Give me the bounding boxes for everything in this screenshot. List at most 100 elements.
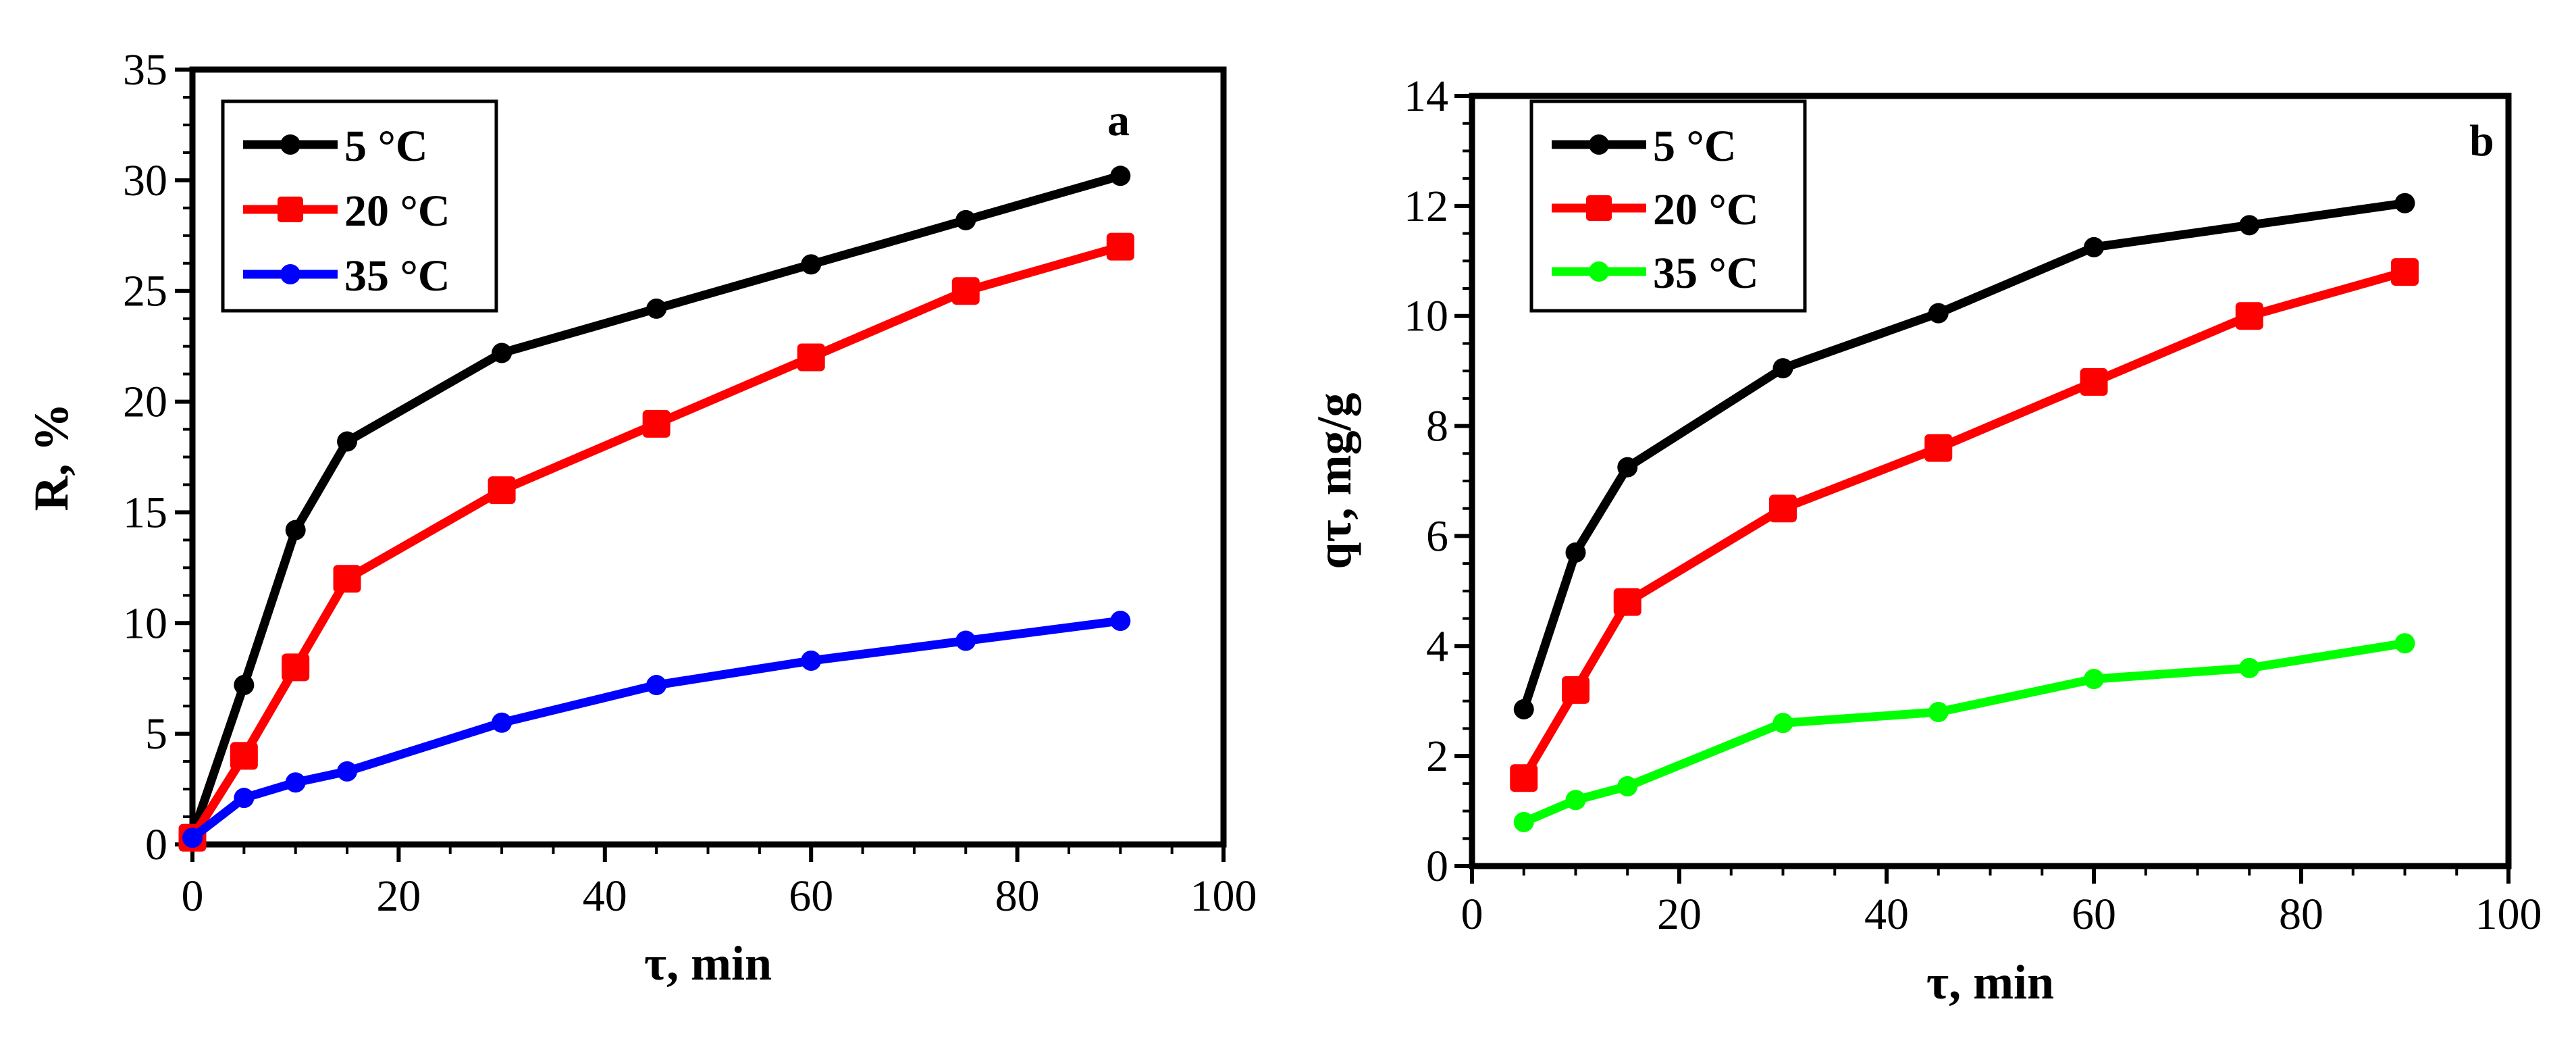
data-point-square <box>1769 495 1797 523</box>
y-tick-label: 20 <box>123 378 167 427</box>
data-point-square <box>797 343 825 372</box>
x-tick-label: 20 <box>1657 890 1702 939</box>
data-point-circle <box>955 209 976 230</box>
legend-label: 20 °C <box>344 186 450 236</box>
series-line-1 <box>1519 268 2409 783</box>
x-tick-label: 100 <box>1190 871 1257 921</box>
x-axis-label: τ, min <box>1926 955 2054 1009</box>
y-tick-label: 0 <box>1426 842 1448 891</box>
x-axis-label: τ, min <box>644 936 772 990</box>
y-tick-label: 5 <box>145 709 167 759</box>
legend-label: 5 °C <box>344 122 428 171</box>
data-point-square <box>1924 434 1953 462</box>
data-point-circle <box>1513 699 1534 719</box>
y-tick-label: 6 <box>1426 511 1448 561</box>
x-tick-label: 60 <box>789 871 833 921</box>
data-point-circle <box>2084 236 2104 257</box>
y-tick-label: 12 <box>1404 182 1448 231</box>
y-tick-label: 10 <box>123 599 167 648</box>
x-tick-label: 80 <box>995 871 1040 921</box>
legend-label: 35 °C <box>344 251 450 301</box>
legend-marker-circle <box>280 134 300 155</box>
data-point-circle <box>234 788 255 809</box>
data-point-circle <box>1513 811 1534 832</box>
data-point-square <box>951 277 980 305</box>
y-tick-label: 30 <box>123 156 167 205</box>
x-tick-label: 20 <box>376 871 421 921</box>
y-tick-label: 4 <box>1426 622 1448 671</box>
chart-panel-b: 0 20 40 60 80 100 0 2 4 6 8 10 12 14 τ, min qτ, mg/g b 5 … <box>1307 72 2542 1009</box>
data-point-circle <box>2239 657 2260 678</box>
y-tick-label: 25 <box>123 267 167 316</box>
data-point-circle <box>1110 166 1131 186</box>
y-tick-label: 35 <box>123 45 167 95</box>
data-point-circle <box>492 712 512 733</box>
data-point-circle <box>492 343 512 363</box>
data-point-circle <box>2239 215 2260 236</box>
data-point-circle <box>285 772 306 793</box>
series-line-0 <box>1519 199 2409 714</box>
data-point-square <box>2391 258 2419 286</box>
data-point-square <box>282 653 310 682</box>
chart-panel-a: 0 20 40 60 80 100 0 5 10 15 20 25 30 35 τ, min R, % a 5 °… <box>24 45 1257 990</box>
data-point-circle <box>1928 303 1949 324</box>
data-point-circle <box>285 520 306 540</box>
data-point-square <box>1613 588 1641 616</box>
legend-marker-circle <box>1589 134 1609 155</box>
x-tick-label: 80 <box>2279 890 2323 939</box>
panel-letter: a <box>1107 96 1130 145</box>
data-point-circle <box>1928 702 1949 722</box>
data-point-circle <box>801 254 822 275</box>
x-tick-label: 0 <box>1461 890 1483 939</box>
data-point-circle <box>182 828 203 848</box>
legend-label: 35 °C <box>1653 249 1759 298</box>
legend-marker-square <box>278 197 303 222</box>
data-point-circle <box>234 675 255 696</box>
y-axis-label: R, % <box>24 403 78 511</box>
legend-label: 20 °C <box>1653 185 1759 234</box>
data-point-square <box>230 742 258 770</box>
data-point-square <box>642 409 671 438</box>
data-point-circle <box>1565 542 1586 563</box>
data-point-circle <box>1110 611 1131 632</box>
data-point-circle <box>2394 633 2415 654</box>
data-point-circle <box>337 431 358 452</box>
data-point-circle <box>801 650 822 671</box>
y-tick-label: 2 <box>1426 732 1448 781</box>
legend-label: 5 °C <box>1653 122 1737 171</box>
y-axis-label: qτ, mg/g <box>1307 392 1361 569</box>
x-tick-label: 0 <box>182 871 204 921</box>
legend-marker-circle <box>280 264 300 284</box>
y-tick-label: 14 <box>1404 72 1448 121</box>
data-point-square <box>333 565 361 593</box>
x-tick-label: 40 <box>1864 890 1909 939</box>
data-point-square <box>1562 676 1589 704</box>
y-tick-label: 10 <box>1404 292 1448 341</box>
y-tick-label: 8 <box>1426 402 1448 451</box>
panel-letter: b <box>2469 116 2494 166</box>
x-tick-label: 60 <box>2072 890 2116 939</box>
legend-marker-circle <box>1589 261 1609 282</box>
data-point-circle <box>646 298 667 319</box>
data-point-square <box>2235 302 2263 330</box>
data-point-circle <box>1617 776 1638 796</box>
data-point-square <box>1510 764 1538 792</box>
data-point-circle <box>337 761 358 782</box>
data-point-circle <box>955 630 976 651</box>
data-point-circle <box>2394 193 2415 213</box>
data-point-circle <box>1565 790 1586 811</box>
x-tick-label: 100 <box>2475 890 2542 939</box>
legend-marker-square <box>1586 195 1612 221</box>
data-point-square <box>1106 232 1134 261</box>
data-point-square <box>488 476 516 505</box>
data-point-circle <box>646 675 667 696</box>
data-point-circle <box>1617 457 1638 478</box>
data-point-square <box>2080 368 2108 396</box>
data-point-circle <box>1772 358 1793 379</box>
x-tick-label: 40 <box>583 871 627 921</box>
y-tick-label: 15 <box>123 488 167 537</box>
y-tick-label: 0 <box>145 820 167 869</box>
data-point-circle <box>2084 669 2104 690</box>
data-point-circle <box>1772 713 1793 734</box>
